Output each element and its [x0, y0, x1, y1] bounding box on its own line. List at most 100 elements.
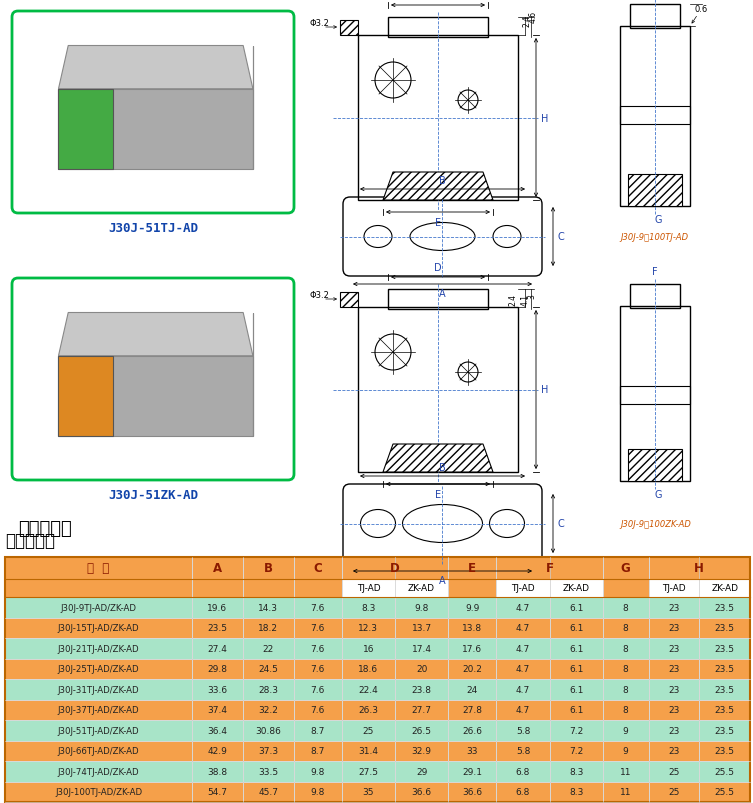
Text: 8: 8: [623, 685, 629, 694]
Text: B: B: [264, 562, 273, 575]
Text: 4.7: 4.7: [516, 603, 530, 612]
Bar: [395, 699, 448, 720]
Text: 42.9: 42.9: [208, 746, 227, 756]
Bar: [602, 658, 648, 679]
Text: 35: 35: [363, 787, 374, 797]
Text: 23.5: 23.5: [715, 705, 735, 715]
Text: 7.2: 7.2: [569, 726, 584, 735]
Bar: [648, 761, 700, 781]
Text: E: E: [435, 218, 441, 228]
Bar: [550, 679, 602, 699]
Polygon shape: [59, 47, 253, 90]
Bar: [550, 597, 602, 618]
Text: H: H: [541, 113, 548, 124]
Bar: [496, 679, 550, 699]
Text: 6.1: 6.1: [569, 664, 584, 674]
Bar: [395, 679, 448, 699]
Bar: [630, 284, 680, 308]
Bar: [192, 761, 243, 781]
Bar: [700, 658, 750, 679]
Text: 6.1: 6.1: [569, 644, 584, 653]
Text: 9.9: 9.9: [465, 603, 480, 612]
Bar: [620, 386, 690, 405]
Bar: [395, 761, 448, 781]
Text: 33: 33: [467, 746, 478, 756]
Text: 18.6: 18.6: [358, 664, 379, 674]
Bar: [550, 781, 602, 802]
Text: 23.5: 23.5: [715, 664, 735, 674]
Bar: [294, 618, 342, 638]
Polygon shape: [383, 444, 493, 472]
FancyBboxPatch shape: [12, 279, 294, 480]
Bar: [5, 720, 192, 740]
Polygon shape: [59, 90, 253, 169]
Bar: [448, 638, 496, 658]
Bar: [342, 699, 395, 720]
Bar: [496, 597, 550, 618]
Bar: [648, 597, 700, 618]
Bar: [448, 618, 496, 638]
Text: 16: 16: [363, 644, 374, 653]
Text: A: A: [213, 562, 222, 575]
Bar: [496, 658, 550, 679]
Bar: [602, 579, 648, 597]
Text: 型  号: 型 号: [87, 562, 110, 575]
Bar: [192, 740, 243, 761]
Text: 23: 23: [668, 623, 680, 633]
Bar: [648, 781, 700, 802]
Bar: [5, 658, 192, 679]
Text: 26.3: 26.3: [358, 705, 379, 715]
Bar: [395, 618, 448, 638]
Bar: [342, 740, 395, 761]
Bar: [648, 658, 700, 679]
Bar: [700, 740, 750, 761]
Text: TJ-AD: TJ-AD: [511, 584, 535, 593]
Bar: [448, 720, 496, 740]
Text: 8: 8: [623, 623, 629, 633]
Bar: [602, 781, 648, 802]
Bar: [294, 781, 342, 802]
Text: ZK-AD: ZK-AD: [562, 584, 590, 593]
Bar: [448, 579, 496, 597]
Text: 29.1: 29.1: [462, 767, 482, 776]
Text: 29.8: 29.8: [208, 664, 227, 674]
Bar: [294, 658, 342, 679]
Bar: [550, 658, 602, 679]
Text: J30J-15TJ-AD/ZK-AD: J30J-15TJ-AD/ZK-AD: [58, 623, 139, 633]
Text: 6.1: 6.1: [569, 603, 584, 612]
Bar: [294, 579, 342, 597]
Text: 24: 24: [467, 685, 478, 694]
Bar: [602, 761, 648, 781]
Text: 23: 23: [668, 603, 680, 612]
Bar: [5, 597, 192, 618]
Text: 5.8: 5.8: [516, 726, 530, 735]
Text: 23.5: 23.5: [715, 603, 735, 612]
Text: 8: 8: [623, 705, 629, 715]
Text: H: H: [541, 385, 548, 395]
Text: J30J-21TJ-AD/ZK-AD: J30J-21TJ-AD/ZK-AD: [58, 644, 139, 653]
Bar: [294, 557, 342, 579]
Bar: [448, 699, 496, 720]
Text: 27.7: 27.7: [412, 705, 431, 715]
Text: 外形尺寸表: 外形尺寸表: [5, 532, 55, 549]
Text: 14.3: 14.3: [258, 603, 278, 612]
Text: J30J-9～100TJ-AD: J30J-9～100TJ-AD: [620, 233, 688, 242]
Text: 33.5: 33.5: [258, 767, 279, 776]
Bar: [5, 638, 192, 658]
Text: 23: 23: [668, 705, 680, 715]
Text: 25: 25: [668, 787, 680, 797]
Polygon shape: [59, 313, 253, 357]
Text: J30J-25TJ-AD/ZK-AD: J30J-25TJ-AD/ZK-AD: [58, 664, 139, 674]
Polygon shape: [59, 90, 113, 169]
Bar: [648, 740, 700, 761]
Bar: [496, 781, 550, 802]
Text: 32.9: 32.9: [412, 746, 431, 756]
Text: 23.5: 23.5: [715, 685, 735, 694]
Bar: [342, 761, 395, 781]
Bar: [700, 781, 750, 802]
Text: 9.8: 9.8: [414, 603, 428, 612]
Bar: [243, 579, 294, 597]
Bar: [448, 597, 496, 618]
Bar: [294, 699, 342, 720]
Text: 22.4: 22.4: [358, 685, 378, 694]
